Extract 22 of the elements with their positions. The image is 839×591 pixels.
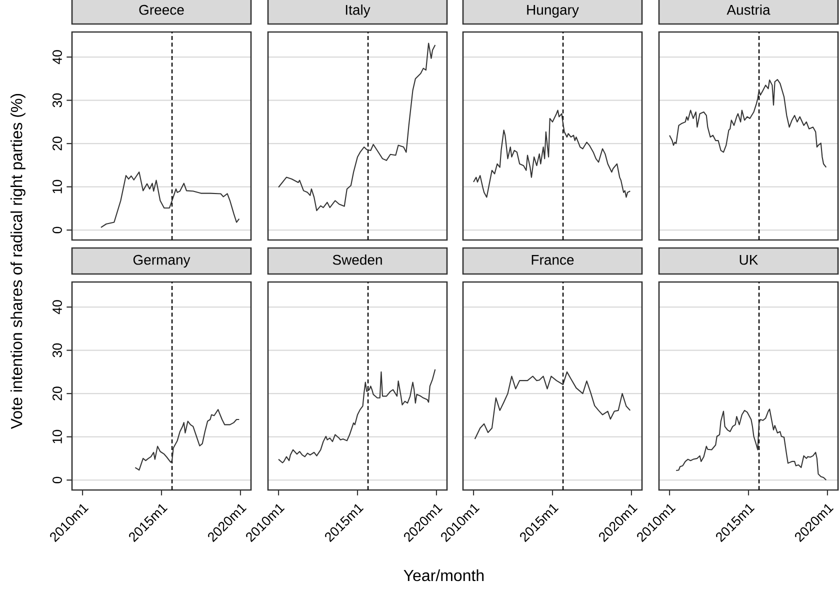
x-axis-title: Year/month [404,569,484,582]
y-tick-label: 10 [52,430,62,444]
y-tick-label: 10 [52,180,62,194]
line-series [134,409,240,471]
chart-title: UK [740,255,758,265]
y-tick-label: 30 [52,343,62,358]
chart-title: Hungary [527,5,579,18]
chart-title: Germany [133,254,190,268]
y-axis-title: Vote intention shares of radical right parties (%) [10,94,26,430]
y-tick-label: 0 [52,226,62,234]
y-tick-label: 30 [52,93,62,108]
y-tick-label: 20 [52,136,62,150]
y-tick-label: 40 [52,50,62,64]
chart-title: Greece [139,4,184,15]
y-tick-label: 20 [52,386,62,400]
chart-title: Italy [346,4,370,18]
line-series [100,172,240,228]
y-tick-label: 40 [52,300,62,314]
chart-title: Sweden [332,254,382,265]
chart-title: Austria [726,4,770,15]
y-tick-label: 0 [52,476,62,484]
chart-title: France [532,255,574,265]
